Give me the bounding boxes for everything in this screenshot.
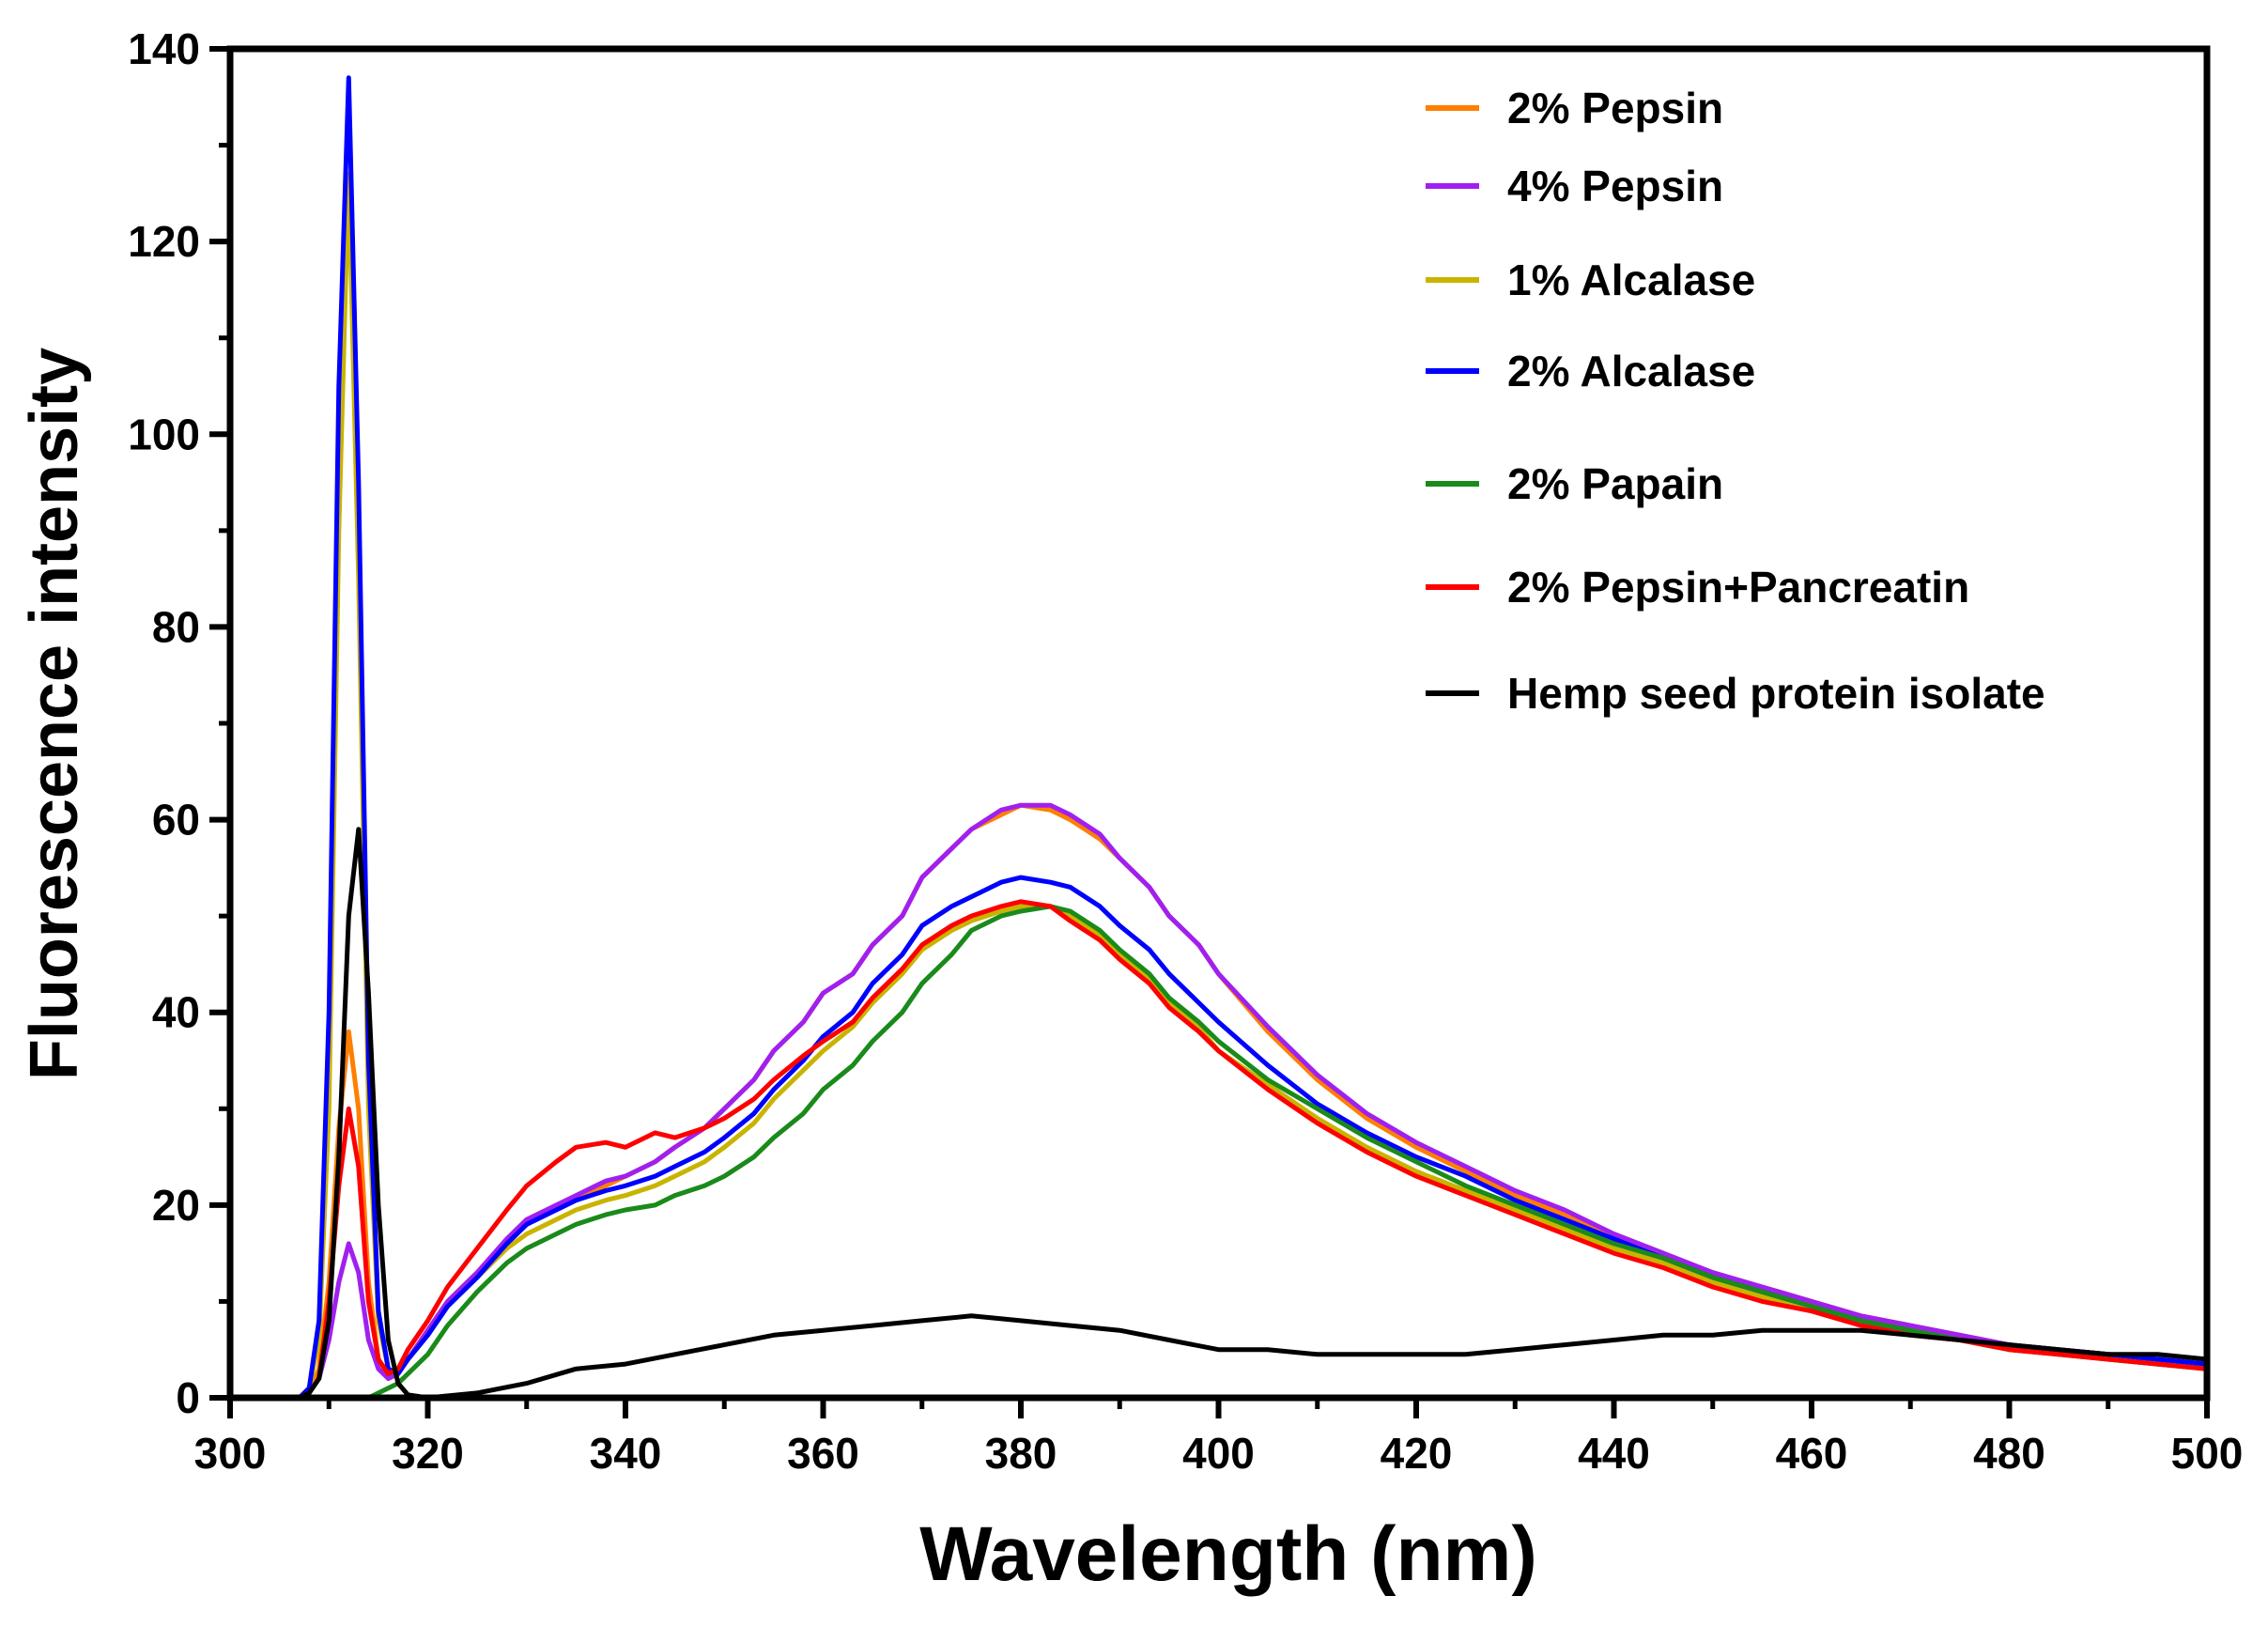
series-line-3 — [230, 75, 2208, 1401]
legend-label: 2% Pepsin+Pancreatin — [1507, 563, 1969, 612]
x-tick-label: 420 — [1381, 1429, 1453, 1478]
legend-item-3: 2% Alcalase — [1426, 347, 1755, 395]
y-tick-label: 80 — [152, 602, 200, 651]
y-tick-label: 120 — [128, 217, 200, 266]
y-tick-label: 40 — [152, 988, 200, 1037]
plot-frame — [226, 45, 2211, 1402]
legend-item-4: 2% Papain — [1426, 459, 1723, 508]
x-axis-title: Wavelength (nm) — [919, 1511, 1537, 1597]
series-line-6 — [230, 827, 2208, 1401]
legend-label: 2% Alcalase — [1507, 347, 1755, 395]
legend: 2% Pepsin 4% Pepsin 1% Alcalase 2% Alcalase… — [1426, 84, 2045, 718]
y-tick-label: 140 — [128, 24, 200, 73]
legend-label: 1% Alcalase — [1507, 256, 1755, 304]
legend-item-1: 4% Pepsin — [1426, 162, 1723, 210]
legend-label: Hemp seed protein isolate — [1507, 669, 2045, 718]
x-tick-label: 460 — [1776, 1429, 1848, 1478]
legend-label: 2% Pepsin — [1507, 84, 1723, 132]
series-line-2 — [230, 171, 2207, 1401]
x-tick-label: 480 — [1973, 1429, 2045, 1478]
x-tick-label: 400 — [1182, 1429, 1255, 1478]
y-tick-label: 60 — [152, 796, 200, 844]
legend-item-2: 1% Alcalase — [1426, 256, 1755, 304]
legend-item-6: Hemp seed protein isolate — [1426, 669, 2045, 718]
x-tick-label: 320 — [392, 1429, 464, 1478]
legend-item-5: 2% Pepsin+Pancreatin — [1426, 563, 1969, 612]
x-tick-label: 380 — [985, 1429, 1057, 1478]
series-line-5 — [230, 899, 2208, 1401]
legend-label: 2% Papain — [1507, 459, 1723, 508]
series-line-1 — [230, 802, 2208, 1401]
series-line-4 — [230, 904, 2208, 1401]
x-axis: 300 320 340 360 380 400 420 440 460 480 500 — [194, 1398, 2244, 1478]
series-lines — [230, 75, 2208, 1401]
x-tick-label: 300 — [194, 1429, 267, 1478]
y-axis-title: Fluorescence intensity — [17, 348, 92, 1080]
x-tick-label: 440 — [1578, 1429, 1650, 1478]
x-tick-label: 340 — [590, 1429, 662, 1478]
y-axis: 0 20 40 60 80 100 120 140 — [128, 24, 230, 1422]
x-tick-label: 360 — [787, 1429, 859, 1478]
y-tick-label: 0 — [176, 1373, 200, 1422]
y-tick-label: 20 — [152, 1181, 200, 1230]
y-tick-label: 100 — [128, 410, 200, 458]
legend-item-0: 2% Pepsin — [1426, 84, 1723, 132]
x-tick-label: 500 — [2171, 1429, 2244, 1478]
legend-label: 4% Pepsin — [1507, 162, 1723, 210]
series-line-0 — [230, 802, 2208, 1401]
